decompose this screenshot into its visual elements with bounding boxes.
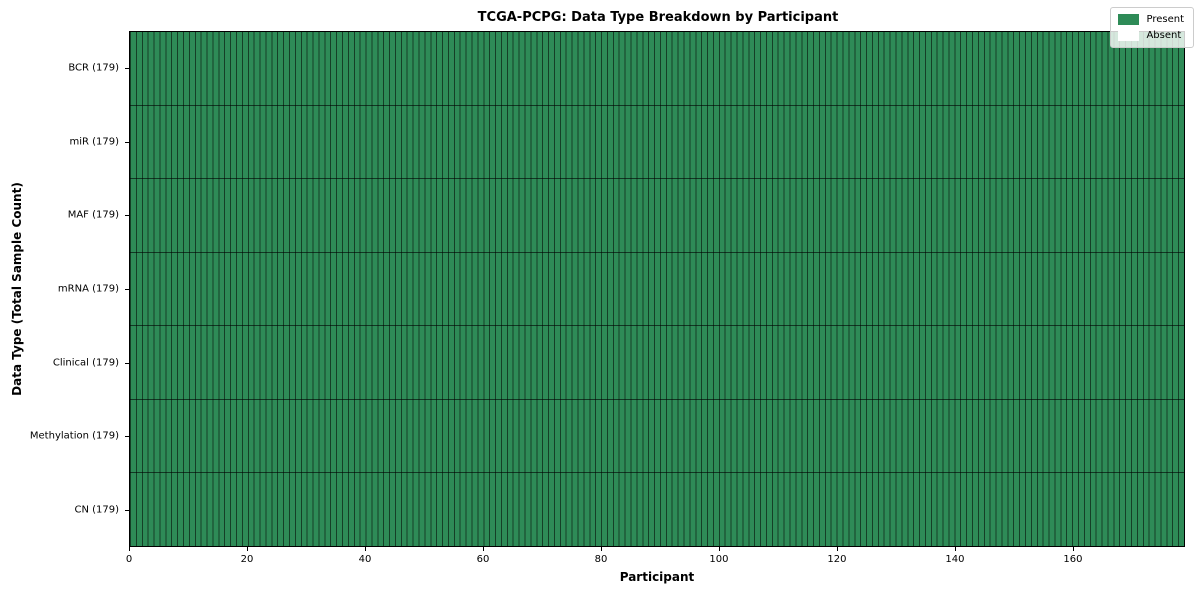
x-tick-label: 0	[125, 554, 133, 565]
y-tick	[125, 510, 129, 512]
row-band-maf	[130, 179, 1184, 253]
x-tick	[954, 547, 956, 551]
legend-label: Absent	[1146, 30, 1182, 41]
legend: Present Absent	[1110, 7, 1194, 48]
y-tick-label: BCR (179)	[68, 62, 119, 74]
x-tick-label: 100	[709, 554, 729, 565]
x-tick	[600, 547, 602, 551]
y-tick-label: mRNA (179)	[57, 283, 119, 295]
row-band-cn	[130, 473, 1184, 547]
x-tick	[718, 547, 720, 551]
y-tick	[125, 67, 129, 69]
plot-area	[129, 31, 1185, 547]
x-tick-label: 20	[240, 554, 254, 565]
x-tick	[246, 547, 248, 551]
x-tick	[129, 547, 130, 551]
legend-swatch-absent	[1118, 30, 1140, 41]
chart-title: TCGA-PCPG: Data Type Breakdown by Partic…	[477, 10, 839, 25]
x-tick-label: 160	[1063, 554, 1083, 565]
y-tick	[125, 141, 129, 143]
y-tick	[125, 362, 129, 364]
y-tick	[125, 289, 129, 290]
x-tick-label: 140	[945, 554, 965, 565]
y-tick	[125, 215, 129, 217]
y-tick-label: Methylation (179)	[29, 430, 119, 442]
x-tick-label: 60	[476, 554, 490, 565]
x-tick	[364, 547, 366, 551]
x-axis-label: Participant	[619, 570, 695, 584]
y-tick-label: miR (179)	[69, 136, 119, 148]
x-tick	[1072, 547, 1074, 551]
legend-entry-absent: Absent	[1118, 30, 1184, 41]
row-band-methylation	[130, 399, 1184, 474]
x-tick	[836, 547, 838, 551]
row-band-bcr	[130, 32, 1184, 106]
x-axis: 0 20 40 60 80 100 120 140 160	[125, 547, 1185, 587]
y-tick	[125, 436, 129, 438]
x-tick-label: 80	[594, 554, 608, 565]
row-band-mrna	[130, 252, 1184, 327]
x-tick	[482, 547, 484, 551]
y-tick-label: Clinical (179)	[52, 357, 119, 369]
y-tick-label: MAF (179)	[67, 209, 119, 221]
x-tick-label: 40	[358, 554, 372, 565]
legend-entry-present: Present	[1118, 14, 1184, 25]
y-axis: BCR (179) miR (179) MAF (179) mRNA (179) Cli…	[0, 31, 129, 547]
row-band-mir	[130, 105, 1184, 180]
legend-swatch-present	[1118, 14, 1140, 25]
row-band-clinical	[130, 326, 1184, 400]
legend-label: Present	[1146, 14, 1184, 25]
y-tick-label: CN (179)	[74, 504, 119, 516]
x-tick-label: 120	[827, 554, 847, 565]
